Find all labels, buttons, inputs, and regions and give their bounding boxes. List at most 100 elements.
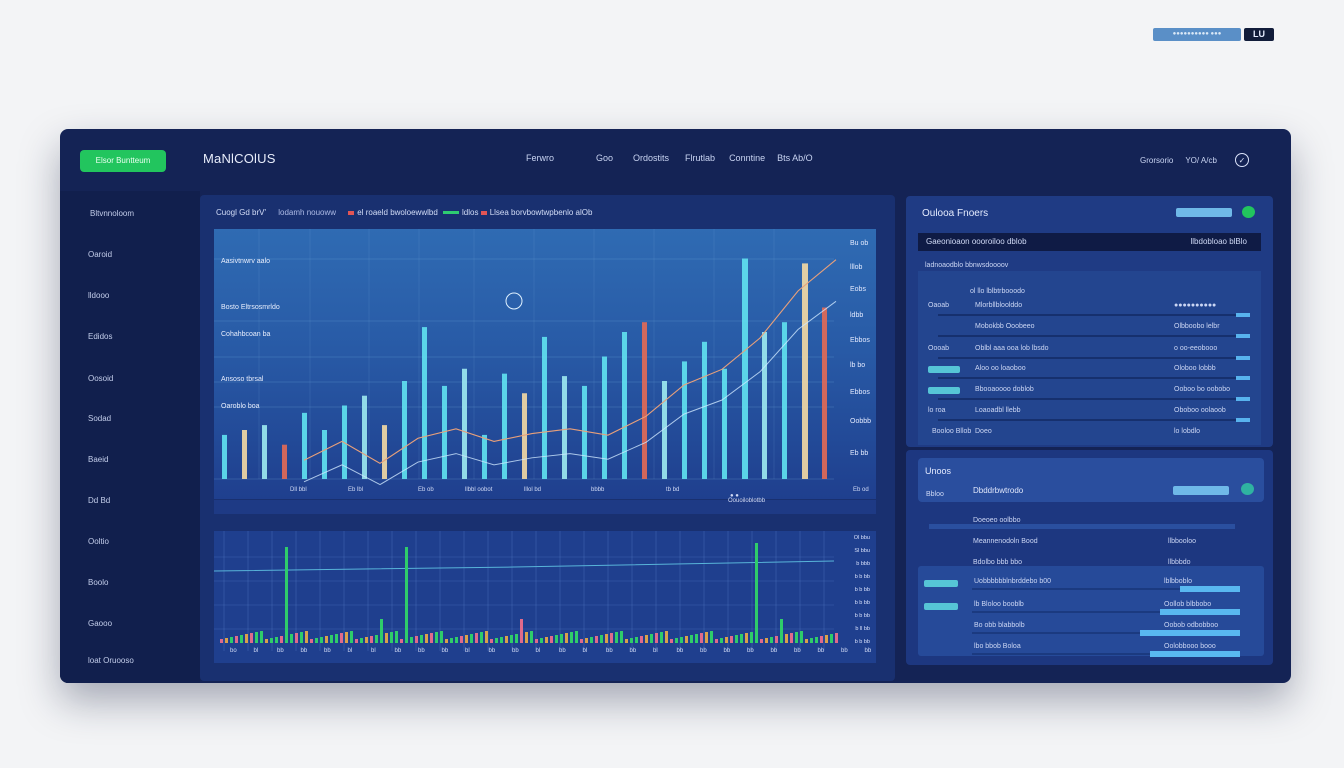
price-chart-svg [214,229,837,486]
units-sublist: Uobbbbbblnbrddebo b00 lblbboblo lb Blolo… [918,566,1264,657]
list-item[interactable]: Oooab Oblbl aaa ooa lob lbsdo o oo-eeobo… [918,341,1261,361]
candle-bar [602,356,607,479]
volume-bar [530,631,533,643]
sidebar-item-7[interactable]: Baeid [88,455,109,464]
user-circle-icon[interactable]: ✓ [1234,153,1249,167]
price-chart[interactable]: Aasivtnwrv aalo Bosto Eltrsosmrldo Cohah… [214,229,876,499]
list-item[interactable]: Bdolbo bbb bbo llbbbdo [973,559,1191,566]
candle-bar [442,385,447,479]
list-item[interactable]: Oaoab Mlorbllbloolddo ●●●●●●●●●● [918,298,1261,318]
volume-x-tick: bb [441,648,449,654]
nav-item-4[interactable]: Flrutlab [685,153,716,163]
volume-bar [480,632,483,643]
volume-bar [420,635,423,643]
volume-bar [510,635,513,643]
candle-bar [262,425,267,479]
vol-tick-6: b b bb [854,600,870,606]
candle-bar [702,341,707,479]
volume-x-tick: bb [488,648,496,654]
candle-bar [282,444,287,479]
list-item[interactable]: Booloo Bllob Doeo lo lobdlo [932,428,1201,435]
sidebar-item-1[interactable]: Bltvnnoloom [90,209,135,218]
nav-item-5[interactable]: Conntine [729,153,766,163]
list-item[interactable]: lb Bloloo booblb Oollob blbbobo [918,601,1264,621]
list-item[interactable]: lbo bbob Boloa Oolobbooo booo [918,643,1264,663]
orders-list: ol llo lblbtrbooodo Oaoab Mlorbllblooldd… [918,271,1261,445]
topbar-link-2[interactable]: YO/ A/cb [1185,155,1217,165]
window-label[interactable]: ●●●●●●●●●● ●●● [1153,28,1241,41]
candle-bar [562,376,567,479]
volume-bar [710,631,713,643]
volume-bar [415,636,418,643]
topbar-right: Grorsorio YO/ A/cb ✓ [1140,153,1249,167]
sidebar-item-12[interactable]: loat Oruooso [88,656,134,665]
window-badge[interactable]: LU [1244,28,1274,41]
list-item[interactable]: Bo obb blabbolb Oobob odbobboo [918,622,1264,642]
y-tick-8: Oobbb [850,418,872,425]
volume-x-tick: bb [324,648,331,654]
sidebar-item-11[interactable]: Gaooo [88,619,113,628]
primary-cta-button[interactable]: Elsor Buntteum [80,150,166,172]
volume-bar [495,638,498,643]
volume-bar [220,639,223,643]
volume-bar [560,634,563,643]
nav-item-3[interactable]: Ordostits [633,153,670,163]
sidebar-item-9[interactable]: Ooltio [88,537,109,546]
y-tick-3: Eobs [850,286,866,293]
candle-bar [762,332,767,479]
vol-tick-5: b b bb [854,587,870,593]
volume-x-tick: bl [465,648,470,654]
orders-panel: Oulooa Fnoers Gaeonioaon oooroiloo dblob… [906,196,1273,447]
list-item[interactable]: Uobbbbbblnbrddebo b00 lblbboblo [918,578,1264,598]
volume-x-tick: bb [747,648,754,654]
volume-bar [610,633,613,643]
list-item[interactable]: Doeoeo oolbbo [923,514,1263,532]
volume-bar [830,634,833,643]
nav-item-1[interactable]: Ferwro [526,153,555,163]
volume-bar [685,636,688,643]
list-item[interactable]: Bbooaoooo doblob Ooboo bo oobobo [918,382,1261,402]
orders-toggle[interactable] [1176,208,1232,217]
volume-bar [785,634,788,643]
x-tick-5: lllol bd [524,487,542,493]
units-toggle[interactable] [1173,486,1229,495]
volume-bar [330,635,333,643]
vol-tick-3: b bbb [856,561,870,567]
candle-bar [302,412,307,479]
candle-bar [482,434,487,479]
legend-green-swatch [443,211,460,215]
volume-bar [350,631,353,643]
volume-bar [250,633,253,643]
sidebar-item-5[interactable]: Oosoid [88,374,114,383]
volume-chart[interactable]: Ol bbu Sl bbu b bbb b b bb b b bb b b bb… [213,531,876,663]
list-item[interactable]: Mobokbb Ooobeeo Olbboobo lelbr [918,319,1261,339]
candle-bar [662,381,667,479]
volume-bar [315,638,318,643]
volume-bar [320,637,323,643]
topbar-link-1[interactable]: Grorsorio [1140,155,1174,165]
subhead-right: llbdobloao blBlo [1190,237,1248,246]
sidebar-item-6[interactable]: Sodad [88,414,112,423]
list-item[interactable]: lo roa Loaoadbl llebb Oboboo oolaoob [918,403,1261,423]
list-item[interactable]: ol llo lblbtrbooodo [970,288,1025,295]
volume-x-tick: bb [700,648,707,654]
chart-meta-1: lodamh nouoww [278,208,337,217]
sidebar-item-2[interactable]: Oaroid [88,250,113,259]
volume-x-tick: bl [347,648,353,654]
list-item[interactable]: Aloo oo loaoboo Oloboo lobbb [918,361,1261,381]
sidebar-item-8[interactable]: Dd Bd [88,496,111,505]
sidebar-item-4[interactable]: Edidos [88,332,113,341]
chart-label-1: Aasivtnwrv aalo [221,258,271,265]
volume-bar [720,638,723,643]
volume-bar [690,635,693,643]
list-item[interactable]: Meannenodoln Bood llbbooloo [973,538,1197,545]
nav-item-6[interactable]: Bts Ab/O [777,153,813,163]
units-row-right: Dbddrbwtrodo [973,486,1024,495]
sidebar-item-10[interactable]: Boolo [88,578,109,587]
status-chip [924,603,958,610]
sidebar-item-3[interactable]: lldooo [88,291,110,300]
nav-item-2[interactable]: Goo [596,153,614,163]
volume-bar [245,634,248,643]
y-tick-5: Ebbos [850,337,870,344]
volume-bar [335,634,338,643]
